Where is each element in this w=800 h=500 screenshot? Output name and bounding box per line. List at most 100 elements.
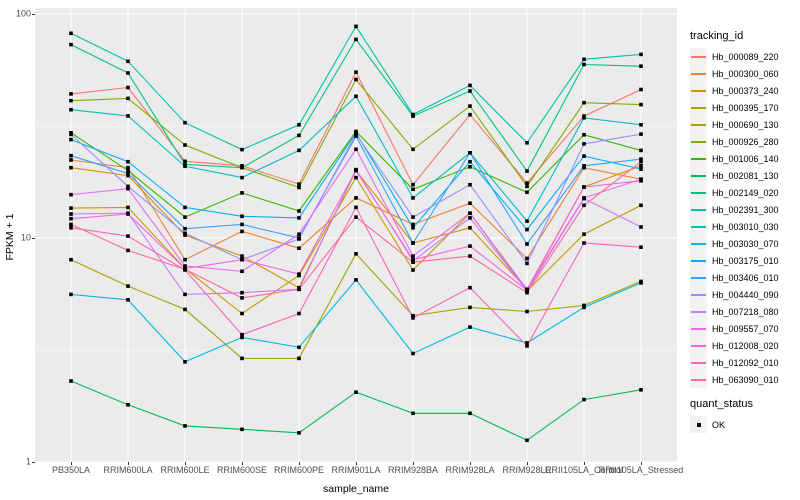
data-point-Hb_000926_280 — [525, 184, 529, 189]
legend-label: Hb_000926_280 — [712, 136, 779, 147]
data-point-Hb_002391_300 — [69, 31, 73, 36]
y-tick-label: 10 — [20, 232, 31, 243]
data-point-Hb_012092_010 — [525, 344, 529, 348]
data-point-Hb_003030_070 — [69, 292, 73, 297]
x-tick-label: RRIM901LA — [331, 465, 381, 475]
x-tick-label: RRIM928LE — [502, 465, 552, 475]
legend-item-Hb_000926_280: Hb_000926_280 — [690, 133, 779, 150]
legend-key-swatch — [690, 354, 707, 371]
data-point-Hb_004440_090 — [411, 215, 415, 219]
data-point-Hb_000089_220 — [126, 85, 130, 90]
data-point-Hb_012092_010 — [240, 332, 244, 337]
data-point-Hb_002149_020 — [582, 62, 586, 67]
legend-label: Hb_000373_240 — [712, 85, 779, 96]
data-point-Hb_003010_030 — [639, 123, 643, 127]
data-point-Hb_003175_010 — [639, 167, 643, 171]
line-swatch-icon — [691, 293, 706, 296]
line-swatch-icon — [691, 191, 706, 194]
x-tick-label: RRII105LA_Control — [544, 465, 624, 475]
data-point-Hb_063090_010 — [468, 254, 472, 258]
legend-item-Hb_000300_060: Hb_000300_060 — [690, 65, 779, 82]
legend-key-swatch — [690, 337, 707, 354]
legend-label: Hb_000395_170 — [712, 102, 779, 113]
legend-key-swatch — [690, 99, 707, 116]
data-point-Hb_000926_280 — [639, 102, 643, 107]
line-swatch-icon — [691, 327, 706, 330]
data-point-Hb_002149_020 — [354, 37, 358, 42]
data-point-Hb_000926_280 — [126, 96, 130, 101]
legend-item-Hb_003175_010: Hb_003175_010 — [690, 252, 779, 269]
data-point-Hb_003406_010 — [639, 157, 643, 161]
data-point-Hb_002391_300 — [525, 141, 529, 145]
data-point-Hb_003175_010 — [69, 137, 73, 142]
data-point-Hb_002391_300 — [468, 83, 472, 88]
data-point-Hb_009557_070 — [582, 196, 586, 200]
legend-item-Hb_003030_070: Hb_003030_070 — [690, 235, 779, 252]
data-point-Hb_004440_090 — [126, 184, 130, 189]
data-point-Hb_000300_060 — [183, 257, 187, 262]
data-point-Hb_003175_010 — [183, 205, 187, 210]
legend-key-swatch — [690, 184, 707, 201]
x-tick-label: RRIM928LA — [445, 465, 495, 475]
y-tick-mark — [32, 462, 35, 463]
data-point-Hb_000690_130 — [468, 305, 472, 310]
data-point-Hb_000690_130 — [354, 252, 358, 256]
x-tick-mark — [128, 462, 129, 465]
legend-key-swatch — [690, 150, 707, 167]
data-point-Hb_012092_010 — [297, 311, 301, 316]
line-swatch-icon — [691, 157, 706, 160]
data-point-Hb_000395_170 — [240, 311, 244, 316]
data-point-Hb_002081_130 — [354, 390, 358, 394]
legend-label: Hb_003175_010 — [712, 255, 779, 266]
data-point-Hb_002391_300 — [411, 112, 415, 117]
data-point-Hb_000089_220 — [69, 92, 73, 96]
line-swatch-icon — [691, 72, 706, 75]
plot-svg — [35, 8, 677, 462]
data-point-Hb_002081_130 — [582, 397, 586, 402]
legend-key-swatch — [690, 167, 707, 184]
data-point-Hb_003010_030 — [354, 94, 358, 99]
legend-key-swatch — [690, 320, 707, 337]
legend: tracking_id Hb_000089_220 Hb_000300_060 Hb… — [690, 30, 779, 433]
legend-item-Hb_002081_130: Hb_002081_130 — [690, 167, 779, 184]
data-point-Hb_000926_280 — [468, 104, 472, 108]
data-point-Hb_003175_010 — [411, 226, 415, 230]
legend-item-Hb_000373_240: Hb_000373_240 — [690, 82, 779, 99]
data-point-Hb_003406_010 — [582, 164, 586, 168]
data-point-Hb_003175_010 — [582, 154, 586, 158]
data-point-Hb_000926_280 — [354, 77, 358, 82]
data-point-Hb_012008_020 — [411, 257, 415, 262]
data-point-Hb_003030_070 — [525, 341, 529, 345]
legend-label: Hb_002391_300 — [712, 204, 779, 215]
legend-item-Hb_001006_140: Hb_001006_140 — [690, 150, 779, 167]
data-point-Hb_000300_060 — [240, 229, 244, 234]
data-point-Hb_002391_300 — [582, 57, 586, 62]
data-point-Hb_000373_240 — [639, 164, 643, 168]
legend-key-swatch — [690, 218, 707, 235]
data-point-Hb_000089_220 — [468, 112, 472, 117]
data-point-Hb_000690_130 — [411, 313, 415, 318]
data-point-Hb_002391_300 — [126, 59, 130, 64]
data-point-Hb_003406_010 — [468, 151, 472, 155]
line-swatch-icon — [691, 276, 706, 279]
line-swatch-icon — [691, 310, 706, 313]
legend-key-swatch — [690, 116, 707, 133]
data-point-Hb_003030_070 — [639, 281, 643, 285]
data-point-Hb_002149_020 — [297, 133, 301, 138]
legend-item-Hb_009557_070: Hb_009557_070 — [690, 320, 779, 337]
x-tick-mark — [584, 462, 585, 465]
data-point-Hb_004440_090 — [183, 231, 187, 236]
data-point-Hb_003406_010 — [525, 242, 529, 246]
data-point-Hb_009557_070 — [240, 269, 244, 274]
data-point-Hb_063090_010 — [69, 222, 73, 227]
data-point-Hb_012092_010 — [639, 245, 643, 249]
data-point-Hb_063090_010 — [183, 267, 187, 272]
x-tick-mark — [413, 462, 414, 465]
legend-item-Hb_003406_010: Hb_003406_010 — [690, 269, 779, 286]
data-point-Hb_012092_010 — [582, 241, 586, 245]
data-point-Hb_012008_020 — [354, 168, 358, 173]
x-axis-title: sample_name — [323, 483, 389, 495]
data-point-Hb_003030_070 — [183, 360, 187, 364]
legend-item-Hb_007218_080: Hb_007218_080 — [690, 303, 779, 320]
data-point-Hb_063090_010 — [411, 260, 415, 264]
